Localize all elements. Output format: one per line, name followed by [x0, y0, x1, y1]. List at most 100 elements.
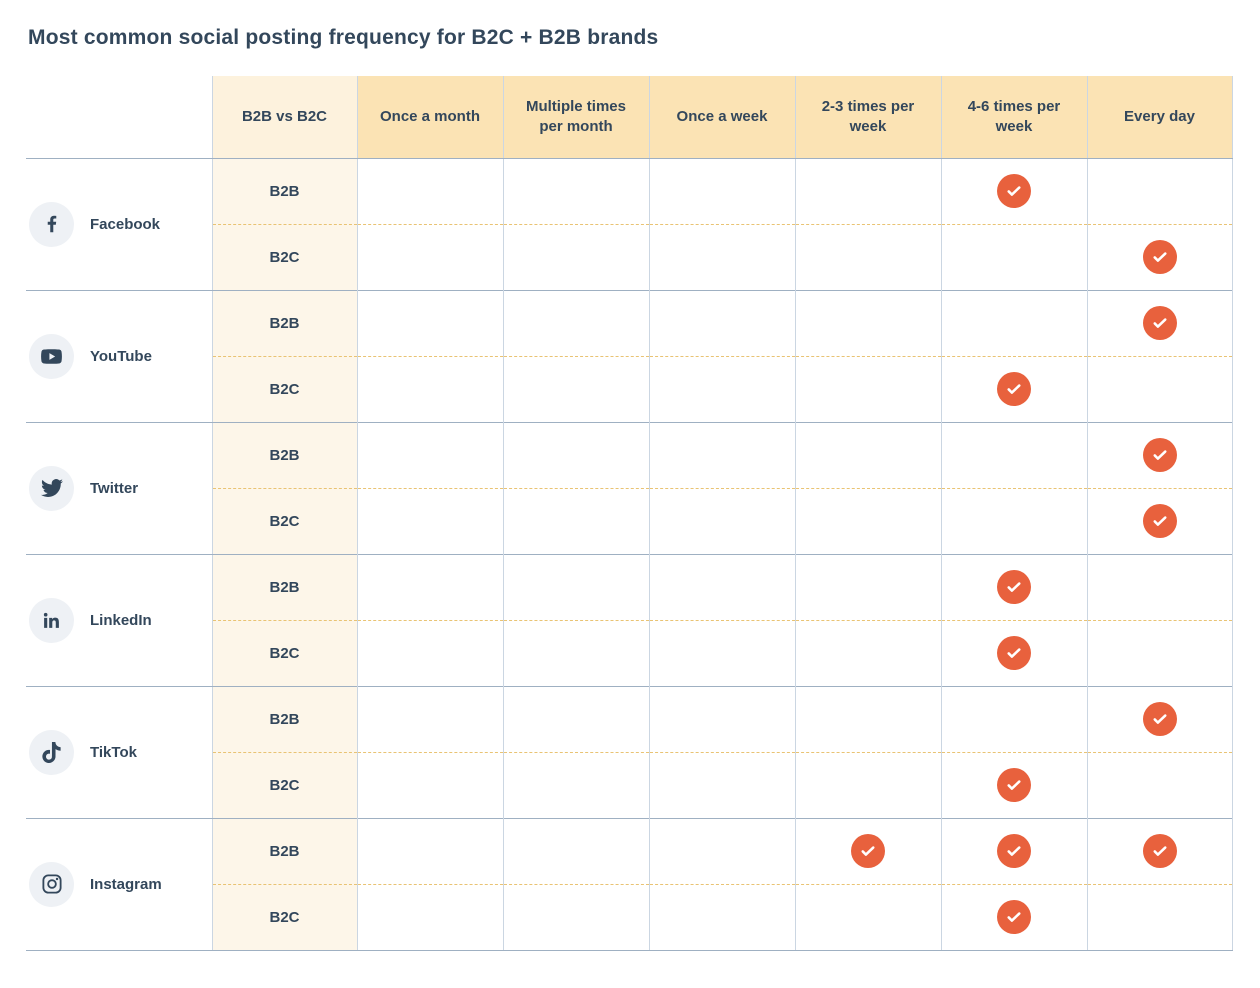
- cell-tiktok-b2b-multiple-times-per-month: [502, 685, 649, 752]
- cell-facebook-b2c-once-a-week: [648, 223, 795, 290]
- cell-instagram-b2b-2-3-times-per-week: [794, 817, 941, 884]
- cell-instagram-b2c-multiple-times-per-month: [502, 883, 649, 951]
- cell-facebook-b2b-4-6-times-per-week: [940, 157, 1087, 224]
- cell-youtube-b2b-2-3-times-per-week: [794, 289, 941, 356]
- cell-linkedin-b2c-2-3-times-per-week: [794, 619, 941, 686]
- cell-linkedin-b2c-multiple-times-per-month: [502, 619, 649, 686]
- cell-facebook-b2b-2-3-times-per-week: [794, 157, 941, 224]
- cell-twitter-b2b-every-day: [1086, 421, 1233, 488]
- cell-instagram-b2c-4-6-times-per-week: [940, 883, 1087, 951]
- column-header-multiple-times-per-month: Multiple times per month: [502, 76, 649, 159]
- cell-tiktok-b2b-2-3-times-per-week: [794, 685, 941, 752]
- facebook-icon: [29, 201, 74, 247]
- cell-linkedin-b2c-4-6-times-per-week: [940, 619, 1087, 686]
- cell-youtube-b2c-every-day: [1086, 355, 1233, 422]
- cell-facebook-b2b-once-a-month: [356, 157, 503, 224]
- segment-cell-tiktok-b2b: B2B: [211, 685, 357, 752]
- cell-facebook-b2c-once-a-month: [356, 223, 503, 290]
- header-row: B2B vs B2C Once a month Multiple times pe…: [26, 76, 1233, 159]
- check-icon: [1142, 438, 1177, 472]
- cell-instagram-b2b-once-a-month: [356, 817, 503, 884]
- cell-twitter-b2b-multiple-times-per-month: [502, 421, 649, 488]
- check-icon: [1142, 702, 1177, 736]
- segment-cell-facebook-b2c: B2C: [211, 223, 357, 290]
- column-header-2-3-times-per-week: 2-3 times per week: [794, 76, 941, 159]
- platform-cell-twitter: Twitter: [26, 421, 212, 555]
- platform-label: Facebook: [90, 215, 161, 233]
- platform-label: Twitter: [90, 479, 139, 497]
- cell-facebook-b2b-once-a-week: [648, 157, 795, 224]
- column-header-once-a-month: Once a month: [356, 76, 503, 159]
- cell-twitter-b2c-4-6-times-per-week: [940, 487, 1087, 554]
- cell-instagram-b2c-once-a-month: [356, 883, 503, 951]
- cell-instagram-b2c-every-day: [1086, 883, 1233, 951]
- cell-tiktok-b2c-every-day: [1086, 751, 1233, 818]
- table-row-instagram-b2c: B2C: [26, 883, 1233, 951]
- cell-linkedin-b2c-once-a-week: [648, 619, 795, 686]
- cell-tiktok-b2c-once-a-month: [356, 751, 503, 818]
- segment-cell-facebook-b2b: B2B: [211, 157, 357, 224]
- cell-twitter-b2c-once-a-week: [648, 487, 795, 554]
- segment-cell-twitter-b2c: B2C: [211, 487, 357, 554]
- column-header-every-day: Every day: [1086, 76, 1233, 159]
- cell-tiktok-b2b-once-a-month: [356, 685, 503, 752]
- cell-facebook-b2b-multiple-times-per-month: [502, 157, 649, 224]
- youtube-icon: [29, 333, 74, 379]
- cell-linkedin-b2b-once-a-month: [356, 553, 503, 620]
- platform-label: TikTok: [90, 743, 137, 761]
- cell-instagram-b2b-4-6-times-per-week: [940, 817, 1087, 884]
- check-icon: [997, 570, 1031, 604]
- cell-twitter-b2b-2-3-times-per-week: [794, 421, 941, 488]
- table-row-instagram-b2b: Instagram B2B: [26, 817, 1233, 951]
- cell-facebook-b2c-multiple-times-per-month: [502, 223, 649, 290]
- cell-youtube-b2b-4-6-times-per-week: [940, 289, 1087, 356]
- twitter-icon: [29, 465, 74, 511]
- cell-youtube-b2b-once-a-month: [356, 289, 503, 356]
- cell-youtube-b2c-multiple-times-per-month: [502, 355, 649, 422]
- page-title: Most common social posting frequency for…: [28, 26, 659, 49]
- cell-linkedin-b2b-multiple-times-per-month: [502, 553, 649, 620]
- cell-youtube-b2c-once-a-month: [356, 355, 503, 422]
- check-icon: [1142, 504, 1177, 538]
- column-header-4-6-times-per-week: 4-6 times per week: [940, 76, 1087, 159]
- segment-cell-twitter-b2b: B2B: [211, 421, 357, 488]
- tiktok-icon: [29, 729, 74, 775]
- cell-linkedin-b2c-every-day: [1086, 619, 1233, 686]
- cell-twitter-b2c-2-3-times-per-week: [794, 487, 941, 554]
- check-icon: [1142, 306, 1177, 340]
- platform-cell-instagram: Instagram: [26, 817, 212, 951]
- linkedin-icon: [29, 597, 74, 643]
- corner-cell: [26, 76, 212, 159]
- cell-linkedin-b2b-every-day: [1086, 553, 1233, 620]
- check-icon: [997, 900, 1031, 934]
- cell-youtube-b2b-every-day: [1086, 289, 1233, 356]
- cell-youtube-b2c-once-a-week: [648, 355, 795, 422]
- table-row-twitter-b2b: Twitter B2B: [26, 421, 1233, 555]
- cell-tiktok-b2b-4-6-times-per-week: [940, 685, 1087, 752]
- check-icon: [997, 636, 1031, 670]
- cell-youtube-b2c-2-3-times-per-week: [794, 355, 941, 422]
- platform-cell-facebook: Facebook: [26, 157, 212, 291]
- posting-frequency-table: B2B vs B2C Once a month Multiple times pe…: [26, 76, 1233, 951]
- cell-linkedin-b2b-once-a-week: [648, 553, 795, 620]
- cell-instagram-b2b-every-day: [1086, 817, 1233, 884]
- table-row-youtube-b2c: B2C: [26, 355, 1233, 422]
- table-row-tiktok-b2b: TikTok B2B: [26, 685, 1233, 819]
- platform-cell-tiktok: TikTok: [26, 685, 212, 819]
- cell-twitter-b2b-once-a-week: [648, 421, 795, 488]
- check-icon: [997, 768, 1031, 802]
- check-icon: [997, 372, 1031, 406]
- cell-facebook-b2c-4-6-times-per-week: [940, 223, 1087, 290]
- cell-tiktok-b2b-once-a-week: [648, 685, 795, 752]
- cell-facebook-b2c-2-3-times-per-week: [794, 223, 941, 290]
- platform-cell-linkedin: LinkedIn: [26, 553, 212, 687]
- segment-cell-youtube-b2b: B2B: [211, 289, 357, 356]
- table-row-twitter-b2c: B2C: [26, 487, 1233, 554]
- cell-linkedin-b2b-2-3-times-per-week: [794, 553, 941, 620]
- table-row-facebook-b2c: B2C: [26, 223, 1233, 290]
- cell-instagram-b2b-once-a-week: [648, 817, 795, 884]
- cell-twitter-b2b-once-a-month: [356, 421, 503, 488]
- cell-youtube-b2c-4-6-times-per-week: [940, 355, 1087, 422]
- cell-youtube-b2b-once-a-week: [648, 289, 795, 356]
